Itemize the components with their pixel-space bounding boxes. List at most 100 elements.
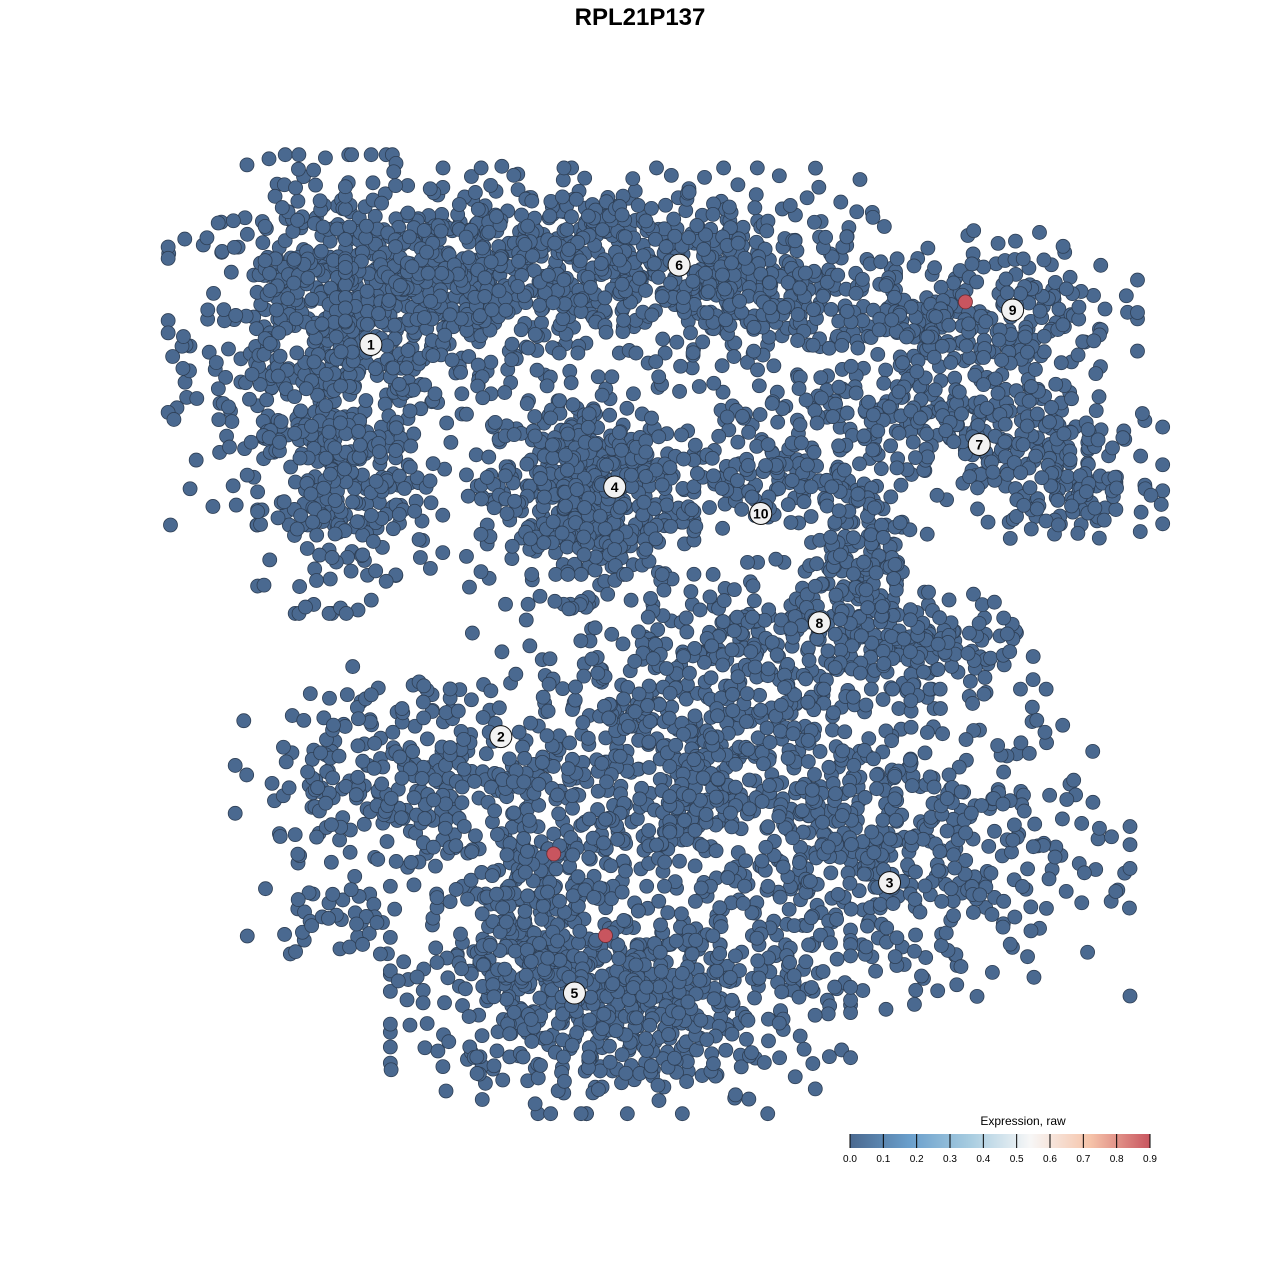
cell-point-cluster-1 — [494, 158, 510, 174]
cell-point-cluster-8 — [941, 592, 957, 608]
cell-point-cluster-9 — [961, 316, 977, 332]
cell-point-cluster-1 — [412, 550, 428, 565]
cell-point-cluster-1 — [342, 219, 358, 235]
cell-point-cluster-6 — [649, 160, 664, 176]
cell-point-cluster-1 — [205, 499, 221, 514]
cell-point-cluster-8 — [977, 670, 993, 685]
cell-point-cluster-7 — [852, 456, 867, 472]
cell-point-cluster-5 — [551, 806, 567, 822]
cell-point-cluster-10 — [715, 520, 730, 536]
cell-point-cluster-6 — [470, 201, 486, 217]
cell-point-cluster-1 — [425, 348, 441, 364]
cell-point-cluster-1 — [298, 381, 314, 397]
cell-point-cluster-6 — [556, 160, 572, 176]
cell-point-cluster-1 — [327, 526, 343, 542]
cell-point-cluster-2 — [325, 886, 341, 902]
cell-point-cluster-5 — [743, 644, 759, 660]
cell-point-cluster-2 — [347, 868, 363, 884]
cell-point-cluster-1 — [221, 341, 236, 357]
cell-point-cluster-6 — [595, 222, 610, 238]
cell-point-cluster-7 — [926, 349, 942, 365]
cell-point-cluster-3 — [904, 778, 920, 794]
cell-point-cluster-1 — [461, 349, 477, 364]
cell-point-cluster-7 — [876, 375, 892, 391]
cell-point-cluster-2 — [350, 738, 366, 754]
cell-point-cluster-6 — [483, 177, 499, 193]
cell-point-cluster-7 — [891, 384, 907, 400]
cell-point-cluster-5 — [521, 812, 537, 828]
cell-point-cluster-5 — [801, 652, 817, 668]
cell-point-cluster-7 — [1080, 422, 1096, 437]
cell-point-cluster-8 — [678, 610, 694, 626]
cell-point-cluster-10 — [764, 396, 780, 411]
cell-point-cluster-8 — [809, 556, 825, 572]
cell-point-cluster-4 — [592, 508, 608, 524]
cell-point-cluster-1 — [359, 283, 375, 299]
cell-point-cluster-5 — [659, 661, 674, 676]
cell-point-cluster-8 — [875, 530, 891, 545]
cell-point-cluster-2 — [300, 764, 316, 780]
cell-point-cluster-5 — [687, 708, 703, 724]
cell-point-cluster-4 — [536, 489, 552, 505]
cell-point-cluster-6 — [437, 327, 453, 343]
cell-point-cluster-2 — [318, 795, 334, 811]
cell-point-cluster-5 — [575, 715, 591, 730]
cell-point-cluster-8 — [827, 626, 843, 642]
cell-point-cluster-5 — [491, 700, 507, 716]
cell-point-cluster-1 — [290, 193, 306, 209]
cell-point-cluster-5 — [540, 703, 556, 719]
cell-point-cluster-9 — [978, 314, 994, 330]
cell-point-cluster-1 — [249, 321, 264, 337]
cell-point-cluster-7 — [881, 399, 897, 415]
cell-point-cluster-1 — [425, 456, 441, 472]
cell-point-cluster-2 — [323, 817, 339, 833]
cell-point-cluster-5 — [475, 710, 491, 725]
cell-point-cluster-1 — [374, 195, 390, 211]
cell-point-cluster-4 — [519, 456, 535, 472]
cell-point-cluster-8 — [856, 554, 872, 570]
cell-point-cluster-3 — [917, 745, 933, 761]
cell-point-cluster-7 — [990, 385, 1006, 401]
cell-point-cluster-7 — [1042, 414, 1057, 430]
cell-point-cluster-6 — [572, 253, 588, 269]
cell-point-cluster-5 — [483, 683, 499, 699]
cell-point-cluster-9 — [969, 274, 985, 290]
cell-point-cluster-7 — [1155, 419, 1171, 435]
cell-point-cluster-1 — [256, 577, 272, 593]
cell-point-cluster-9 — [823, 301, 839, 317]
cell-point-cluster-6 — [700, 284, 716, 300]
cell-point-cluster-1 — [269, 302, 285, 318]
cell-point-cluster-6 — [714, 358, 730, 374]
cell-point-cluster-6 — [726, 349, 742, 364]
cell-point-cluster-5 — [726, 623, 742, 639]
cell-point-cluster-6 — [644, 307, 660, 323]
cell-point-cluster-7 — [929, 487, 945, 503]
cell-point-cluster-2 — [385, 724, 401, 740]
cell-point-cluster-1 — [435, 507, 451, 523]
cell-point-cluster-9 — [927, 260, 942, 276]
cell-point-cluster-6 — [685, 345, 701, 361]
cell-point-cluster-10 — [687, 437, 703, 453]
cell-point-cluster-1 — [371, 444, 387, 460]
cell-point-cluster-6 — [721, 199, 737, 215]
cell-point-cluster-1 — [267, 188, 283, 204]
cell-point-cluster-5 — [456, 819, 472, 834]
cell-point-cluster-10 — [741, 425, 757, 440]
cell-point-cluster-5 — [826, 705, 841, 721]
cell-point-cluster-8 — [962, 674, 978, 689]
cell-point-cluster-5 — [494, 644, 510, 660]
cell-point-cluster-9 — [1130, 305, 1145, 320]
cell-point-cluster-3 — [878, 1001, 894, 1017]
cell-point-cluster-5 — [660, 905, 676, 921]
cell-point-cluster-3 — [1013, 681, 1028, 697]
cell-point-cluster-5 — [742, 772, 757, 788]
cell-point-cluster-6 — [540, 267, 556, 283]
cell-point-cluster-9 — [1055, 238, 1071, 254]
cell-point-cluster-5 — [703, 670, 719, 686]
cell-point-cluster-5 — [442, 740, 458, 755]
cell-point-cluster-6 — [616, 312, 631, 328]
cell-point-cluster-10 — [760, 437, 776, 453]
cell-point-cluster-8 — [803, 479, 819, 495]
cell-point-cluster-5 — [688, 893, 703, 909]
cell-point-cluster-6 — [542, 208, 558, 224]
